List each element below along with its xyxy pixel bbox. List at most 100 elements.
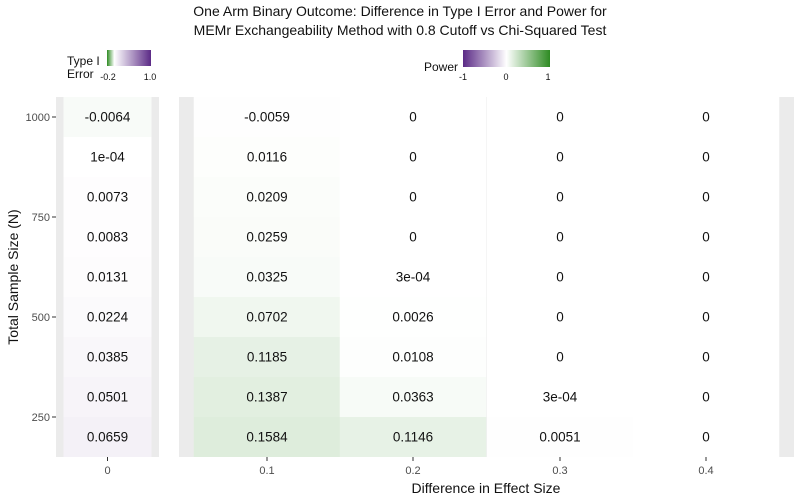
power-tile-x0.3-n300 xyxy=(486,377,634,417)
power-tile-x0.4-n1000 xyxy=(632,97,780,137)
x-tick-label-0.4: 0.4 xyxy=(698,465,713,477)
type1-tile-label-n300: 0.0501 xyxy=(87,390,128,405)
power-tile-x0.4-n500 xyxy=(632,297,780,337)
power-tile-x0.1-n700 xyxy=(193,217,341,257)
power-tile-x0.2-n200 xyxy=(339,417,487,457)
type1-tile-label-n600: 0.0131 xyxy=(87,270,128,285)
power-tile-x0.1-n900 xyxy=(193,137,341,177)
power-tile-x0.1-n1000 xyxy=(193,97,341,137)
power-tile-label-x0.1-n400: 0.1185 xyxy=(247,350,287,365)
x-axis-title: Difference in Effect Size xyxy=(412,480,561,496)
power-tile-label-x0.4-n800: 0 xyxy=(702,190,710,205)
legend-power-tick-zero: 0 xyxy=(503,72,508,82)
power-tile-x0.1-n200 xyxy=(193,417,341,457)
legend-power-tick-pos: 1 xyxy=(545,72,550,82)
y-tick-label-1000: 1000 xyxy=(26,112,50,124)
power-tile-label-x0.1-n200: 0.1584 xyxy=(246,430,288,445)
x-tick-label-0.3: 0.3 xyxy=(552,465,567,477)
power-tile-label-x0.3-n500: 0 xyxy=(556,310,564,325)
power-tile-x0.1-n600 xyxy=(193,257,341,297)
power-tile-x0.4-n700 xyxy=(632,217,780,257)
type1-tile-n700 xyxy=(63,217,152,257)
power-tile-x0.1-n300 xyxy=(193,377,341,417)
power-tile-x0.1-n500 xyxy=(193,297,341,337)
power-tile-label-x0.3-n600: 0 xyxy=(556,270,564,285)
power-tile-label-x0.4-n400: 0 xyxy=(702,350,710,365)
legend-power: Power -1 0 1 xyxy=(424,50,551,82)
x-tick-label-0.1: 0.1 xyxy=(259,465,274,477)
power-tile-label-x0.1-n600: 0.0325 xyxy=(246,270,287,285)
power-tile-label-x0.1-n1000: -0.0059 xyxy=(244,110,290,125)
power-tile-label-x0.3-n800: 0 xyxy=(556,190,564,205)
x-tick-label-0.2: 0.2 xyxy=(405,465,420,477)
power-tile-label-x0.1-n700: 0.0259 xyxy=(246,230,287,245)
type1-tile-label-n700: 0.0083 xyxy=(87,230,128,245)
power-tile-label-x0.3-n400: 0 xyxy=(556,350,564,365)
legend-type1-colorbar xyxy=(107,50,151,66)
power-tile-label-x0.1-n800: 0.0209 xyxy=(246,190,287,205)
power-tile-x0.3-n400 xyxy=(486,337,634,377)
power-tile-x0.2-n600 xyxy=(339,257,487,297)
power-tile-x0.4-n300 xyxy=(632,377,780,417)
power-tile-label-x0.2-n800: 0 xyxy=(409,190,417,205)
legend-type1-title-line1: Type I xyxy=(67,54,100,68)
type1-tile-n200 xyxy=(63,417,152,457)
power-tile-x0.3-n600 xyxy=(486,257,634,297)
power-tile-x0.4-n400 xyxy=(632,337,780,377)
y-tick-label-750: 750 xyxy=(32,212,50,224)
type1-tile-label-n900: 1e-04 xyxy=(90,150,125,165)
type1-tile-n300 xyxy=(63,377,152,417)
power-tile-x0.2-n300 xyxy=(339,377,487,417)
chart-title-line2: MEMr Exchangeability Method with 0.8 Cut… xyxy=(193,22,607,38)
type1-tile-label-n400: 0.0385 xyxy=(87,350,128,365)
y-axis-title: Total Sample Size (N) xyxy=(5,209,21,344)
power-tile-label-x0.1-n500: 0.0702 xyxy=(246,310,287,325)
power-tile-label-x0.4-n700: 0 xyxy=(702,230,710,245)
power-tile-label-x0.2-n400: 0.0108 xyxy=(392,350,433,365)
power-tile-x0.2-n400 xyxy=(339,337,487,377)
type1-tile-label-n1000: -0.0064 xyxy=(85,110,131,125)
power-tile-x0.4-n800 xyxy=(632,177,780,217)
power-tile-x0.2-n900 xyxy=(339,137,487,177)
type1-tile-label-n200: 0.0659 xyxy=(87,430,128,445)
power-tile-x0.2-n500 xyxy=(339,297,487,337)
power-tile-x0.3-n700 xyxy=(486,217,634,257)
power-tile-x0.4-n200 xyxy=(632,417,780,457)
power-tile-label-x0.4-n200: 0 xyxy=(702,430,710,445)
power-tile-label-x0.1-n900: 0.0116 xyxy=(247,150,287,165)
legend-power-colorbar xyxy=(463,50,550,67)
power-tile-x0.1-n800 xyxy=(193,177,341,217)
power-tile-x0.3-n800 xyxy=(486,177,634,217)
y-tick-label-250: 250 xyxy=(32,412,50,424)
power-tile-label-x0.4-n600: 0 xyxy=(702,270,710,285)
power-tile-label-x0.2-n300: 0.0363 xyxy=(392,390,433,405)
power-tile-x0.2-n700 xyxy=(339,217,487,257)
type1-tile-n500 xyxy=(63,297,152,337)
legend-power-title: Power xyxy=(424,60,458,74)
power-tile-label-x0.2-n600: 3e-04 xyxy=(396,270,431,285)
power-tile-label-x0.3-n1000: 0 xyxy=(556,110,564,125)
power-tile-x0.4-n900 xyxy=(632,137,780,177)
legend-type1-max-label: 1.0 xyxy=(144,72,157,82)
chart-title-line1: One Arm Binary Outcome: Difference in Ty… xyxy=(193,3,607,19)
power-tile-x0.2-n1000 xyxy=(339,97,487,137)
type1-tile-label-n500: 0.0224 xyxy=(87,310,129,325)
type1-tile-n1000 xyxy=(63,97,152,137)
power-tile-label-x0.2-n700: 0 xyxy=(409,230,417,245)
power-tile-label-x0.4-n500: 0 xyxy=(702,310,710,325)
type1-tile-n800 xyxy=(63,177,152,217)
power-tile-x0.4-n600 xyxy=(632,257,780,297)
legend-type1-title-line2: Error xyxy=(67,67,94,81)
type1-tile-n600 xyxy=(63,257,152,297)
power-tile-label-x0.2-n1000: 0 xyxy=(409,110,417,125)
type1-tile-label-n800: 0.0073 xyxy=(87,190,128,205)
power-tile-label-x0.2-n500: 0.0026 xyxy=(392,310,433,325)
x-tick-label-type1: 0 xyxy=(104,465,110,477)
power-tile-label-x0.4-n1000: 0 xyxy=(702,110,710,125)
power-tile-label-x0.3-n300: 3e-04 xyxy=(543,390,578,405)
power-tile-x0.3-n200 xyxy=(486,417,634,457)
power-tile-x0.1-n400 xyxy=(193,337,341,377)
heatmap-tiles: 0.0659 0.0501 0.0385 0.0224 0.0131 0.0083 0.00… xyxy=(63,97,780,457)
legend-power-tick-neg: -1 xyxy=(459,72,467,82)
